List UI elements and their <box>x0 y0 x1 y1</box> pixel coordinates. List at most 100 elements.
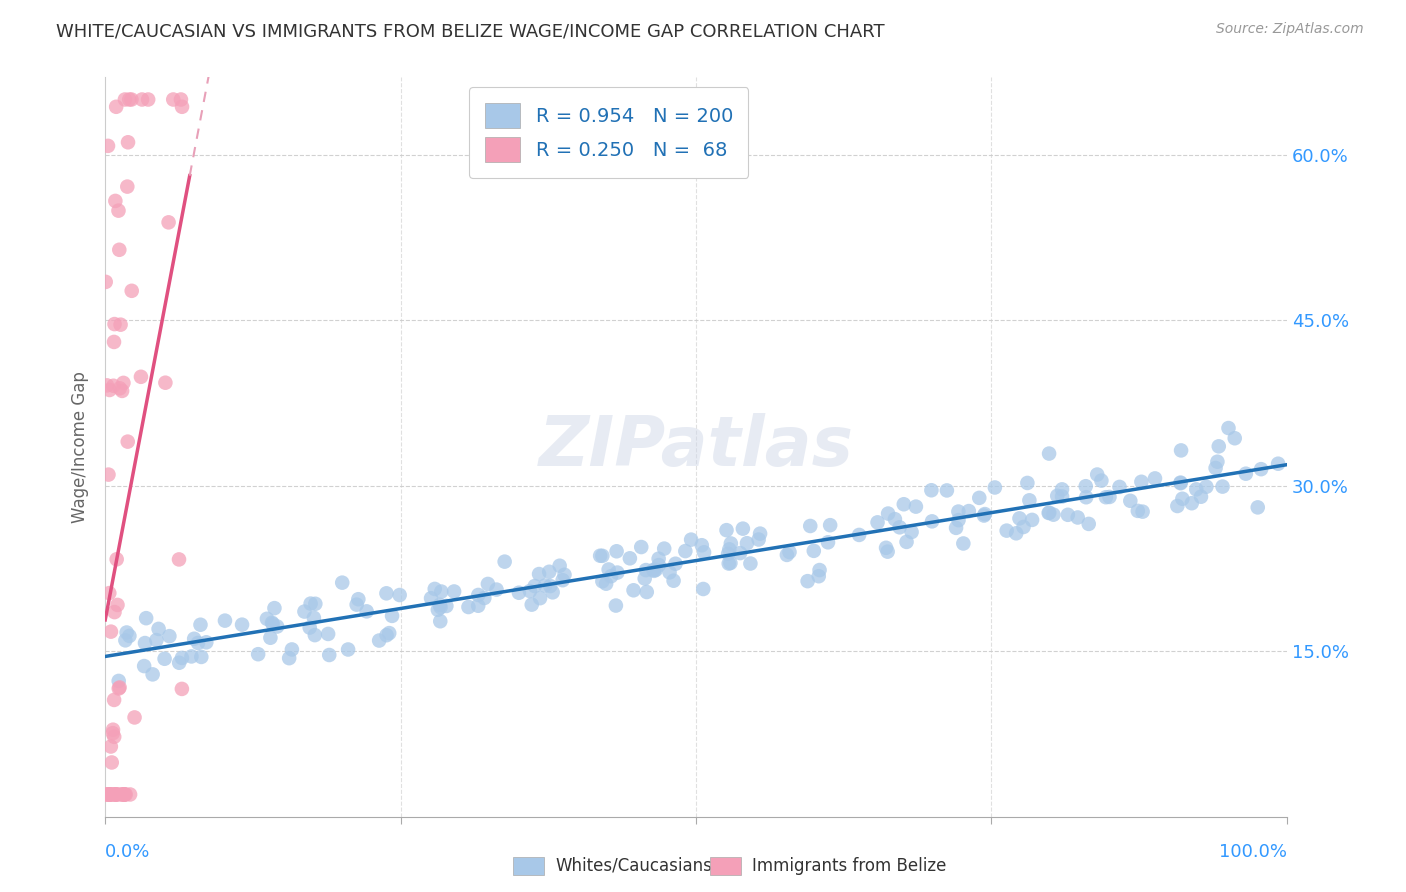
Point <box>749 526 772 541</box>
Point <box>718 542 741 557</box>
Point <box>356 604 378 618</box>
Point <box>98 383 121 397</box>
Point <box>256 612 278 626</box>
Point <box>948 513 970 527</box>
Point <box>1050 490 1073 504</box>
Point <box>134 636 156 650</box>
Point <box>1206 455 1229 469</box>
Point <box>104 788 127 802</box>
Point <box>103 317 125 331</box>
Point <box>278 651 301 665</box>
Point <box>1208 439 1230 453</box>
Point <box>606 566 628 580</box>
Point <box>302 611 325 625</box>
Point <box>1108 480 1130 494</box>
Point <box>187 636 209 650</box>
Point <box>717 547 740 561</box>
Point <box>591 574 613 589</box>
Point <box>634 563 657 577</box>
Point <box>1067 510 1090 524</box>
Point <box>420 591 443 606</box>
Point <box>779 545 801 559</box>
Point <box>145 633 167 648</box>
Point <box>157 215 180 229</box>
Point <box>520 598 543 612</box>
Point <box>97 139 120 153</box>
Point <box>957 504 980 518</box>
Legend: R = 0.954   N = 200, R = 0.250   N =  68: R = 0.954 N = 200, R = 0.250 N = 68 <box>470 87 748 178</box>
Point <box>134 659 156 673</box>
Point <box>346 598 368 612</box>
Point <box>1090 474 1112 488</box>
Point <box>904 500 927 514</box>
Point <box>1057 508 1080 522</box>
Point <box>429 598 451 612</box>
Point <box>281 642 304 657</box>
Point <box>716 523 738 537</box>
Point <box>529 591 551 606</box>
Point <box>170 681 193 696</box>
Point <box>1008 511 1031 525</box>
Point <box>995 524 1018 538</box>
Point <box>111 788 134 802</box>
Point <box>1038 446 1060 460</box>
Point <box>1021 513 1043 527</box>
Point <box>103 378 125 392</box>
Point <box>553 567 575 582</box>
Point <box>378 626 401 640</box>
Point <box>731 522 754 536</box>
Point <box>294 605 316 619</box>
Point <box>118 629 141 643</box>
Text: 0.0%: 0.0% <box>105 843 150 862</box>
Point <box>170 100 193 114</box>
Point <box>104 788 127 802</box>
Point <box>112 788 135 802</box>
Point <box>430 584 453 599</box>
Point <box>107 598 129 612</box>
Point <box>1012 520 1035 534</box>
Point <box>848 528 870 542</box>
Point <box>214 614 236 628</box>
Point <box>94 275 117 289</box>
Point <box>103 693 125 707</box>
Point <box>299 597 322 611</box>
Point <box>114 633 136 648</box>
Point <box>103 730 125 744</box>
Point <box>104 788 127 802</box>
Point <box>606 544 628 558</box>
Point <box>368 633 391 648</box>
Point <box>1212 480 1234 494</box>
Point <box>595 576 617 591</box>
Point <box>1038 506 1060 520</box>
Text: WHITE/CAUCASIAN VS IMMIGRANTS FROM BELIZE WAGE/INCOME GAP CORRELATION CHART: WHITE/CAUCASIAN VS IMMIGRANTS FROM BELIZ… <box>56 22 884 40</box>
Point <box>190 617 212 632</box>
Point <box>108 381 131 395</box>
Point <box>875 541 897 555</box>
Text: Whites/Caucasians: Whites/Caucasians <box>555 856 713 874</box>
Point <box>1098 490 1121 504</box>
Point <box>263 601 285 615</box>
Point <box>117 136 139 150</box>
Point <box>107 673 129 688</box>
Point <box>534 578 557 592</box>
Point <box>97 467 120 482</box>
Point <box>375 586 398 600</box>
Point <box>101 788 124 802</box>
Point <box>605 599 627 613</box>
Point <box>538 579 561 593</box>
Point <box>720 536 742 550</box>
Point <box>817 535 839 549</box>
Point <box>1085 467 1108 482</box>
Point <box>1166 499 1188 513</box>
Point <box>101 723 124 737</box>
Point <box>98 788 121 802</box>
Point <box>748 533 770 547</box>
Point <box>262 617 284 632</box>
Point <box>485 582 508 597</box>
Point <box>652 541 675 556</box>
Point <box>266 619 288 633</box>
Point <box>423 582 446 596</box>
Point <box>952 536 974 550</box>
Point <box>107 203 129 218</box>
Text: 100.0%: 100.0% <box>1219 843 1286 862</box>
